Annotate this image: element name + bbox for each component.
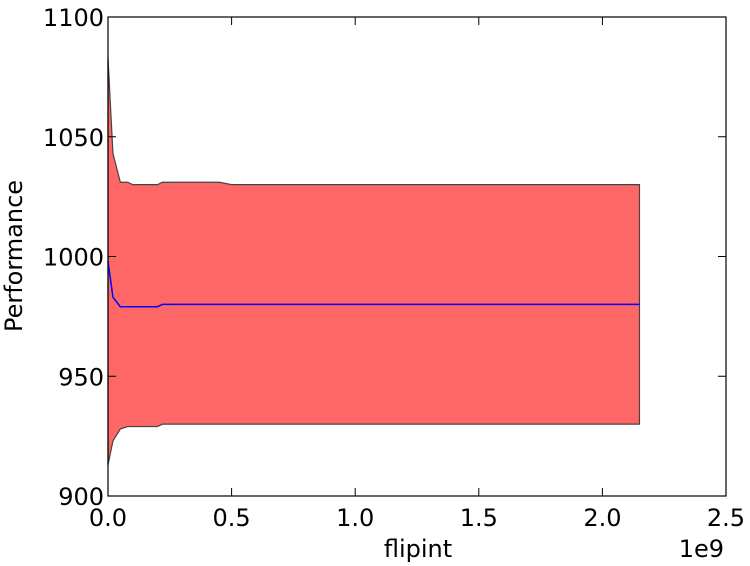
y-tick-label: 1000 xyxy=(43,244,104,272)
x-tick-label: 2.0 xyxy=(583,504,621,532)
x-tick-label: 2.5 xyxy=(707,504,745,532)
y-tick-label: 950 xyxy=(58,363,104,391)
x-tick-label: 0.0 xyxy=(89,504,127,532)
x-offset-label: 1e9 xyxy=(679,535,724,563)
y-axis-label: Performance xyxy=(0,180,28,332)
y-tick-label: 1100 xyxy=(43,4,104,32)
confidence-band xyxy=(107,57,641,465)
x-tick-label: 1.0 xyxy=(336,504,374,532)
x-tick-label: 1.5 xyxy=(460,504,498,532)
x-tick-label: 0.5 xyxy=(213,504,251,532)
mean-line xyxy=(107,261,640,308)
x-axis-label: flipint xyxy=(384,535,452,563)
y-tick-label: 900 xyxy=(58,483,104,511)
y-tick-label: 1050 xyxy=(43,124,104,152)
